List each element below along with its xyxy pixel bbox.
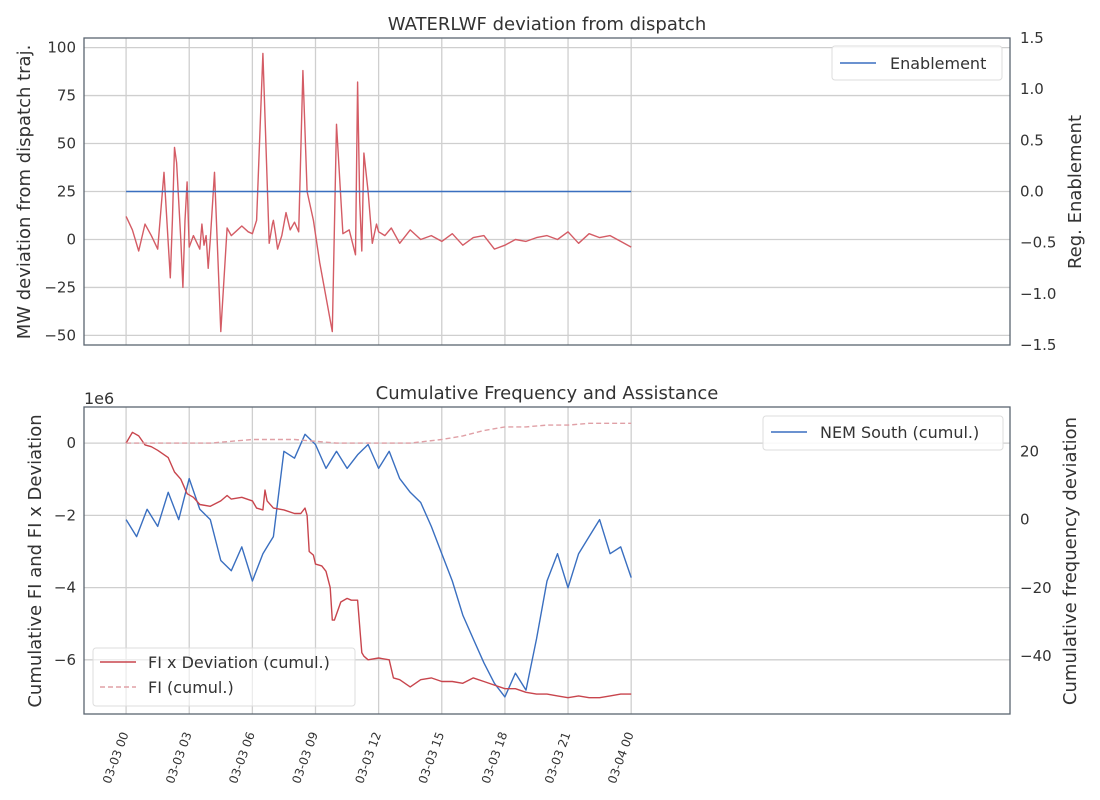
top-chart-y2tick-6: 1.5 xyxy=(1020,29,1044,47)
bottom-chart-title: Cumulative Frequency and Assistance xyxy=(376,383,719,404)
top-chart-ytick-3: 25 xyxy=(57,183,76,201)
bottom-chart-ytick-2: −2 xyxy=(54,506,76,524)
top-chart-title: WATERLWF deviation from dispatch xyxy=(388,14,706,35)
bottom-chart-ylabel: Cumulative FI and FI x Deviation xyxy=(25,414,46,707)
top-chart-y2tick-0: −1.5 xyxy=(1020,336,1056,354)
top-chart-ytick-1: −25 xyxy=(44,278,76,296)
top-chart-y2label: Reg. Enablement xyxy=(1065,115,1086,269)
bottom-chart-y2label: Cumulative frequency deviation xyxy=(1060,417,1081,705)
top-legend-label-enablement: Enablement xyxy=(890,54,986,73)
bottom-legend-label-fi-deviation: FI x Deviation (cumul.) xyxy=(148,653,330,672)
bottom-legend-left: FI x Deviation (cumul.) FI (cumul.) xyxy=(92,647,356,707)
top-legend-box xyxy=(831,45,1003,81)
top-legend: Enablement xyxy=(831,45,1003,81)
top-chart-left-axis: −50 −25 0 25 50 75 100 xyxy=(44,39,76,345)
top-chart-y2tick-4: 0.5 xyxy=(1020,131,1044,149)
bottom-legend-right-box xyxy=(762,415,1004,451)
bottom-chart-series-0-line xyxy=(125,433,632,698)
top-chart-series-0-line xyxy=(125,52,632,333)
top-chart-right-axis: −1.5 −1.0 −0.5 0.0 0.5 1.0 1.5 xyxy=(1020,29,1056,354)
bottom-chart-series-1-line xyxy=(125,431,632,699)
top-chart-plot-area xyxy=(125,52,632,333)
top-chart-ytick-4: 50 xyxy=(57,135,76,153)
bottom-chart-offset-text: 1e6 xyxy=(84,389,114,408)
top-chart: WATERLWF deviation from dispatch −50 −25 0… xyxy=(14,14,1086,354)
bottom-chart-plot-area xyxy=(125,422,632,699)
bottom-chart-frame xyxy=(83,406,1011,715)
bottom-chart-ytick-0: −6 xyxy=(54,651,76,669)
top-chart-y2tick-5: 1.0 xyxy=(1020,80,1044,98)
top-chart-y2tick-3: 0.0 xyxy=(1020,183,1044,201)
bottom-chart-left-axis: −6 −4 −2 0 xyxy=(54,434,76,669)
top-chart-ytick-2: 0 xyxy=(66,230,76,248)
top-chart-y2tick-1: −1.0 xyxy=(1020,285,1056,303)
bottom-chart-y2tick-2: 0 xyxy=(1020,511,1030,529)
top-chart-ylabel: MW deviation from dispatch traj. xyxy=(14,45,35,340)
bottom-chart-y2tick-3: 20 xyxy=(1020,442,1039,460)
top-chart-ytick-5: 75 xyxy=(57,87,76,105)
bottom-chart-ytick-1: −4 xyxy=(54,579,76,597)
bottom-legend-right: NEM South (cumul.) xyxy=(762,415,1004,451)
bottom-legend-left-box xyxy=(92,647,356,707)
bottom-chart-right-axis: −40 −20 0 20 xyxy=(1020,442,1052,665)
top-chart-ytick-0: −50 xyxy=(44,326,76,344)
bottom-chart-y2tick-0: −40 xyxy=(1020,647,1052,665)
bottom-legend-label-fi: FI (cumul.) xyxy=(148,678,234,697)
top-chart-frame xyxy=(83,37,1011,346)
bottom-chart-y2tick-1: −20 xyxy=(1020,579,1052,597)
bottom-legend-label-nem-south: NEM South (cumul.) xyxy=(820,423,979,442)
top-chart-y2tick-2: −0.5 xyxy=(1020,234,1056,252)
bottom-chart-ytick-3: 0 xyxy=(66,434,76,452)
top-chart-ytick-6: 100 xyxy=(47,39,76,57)
